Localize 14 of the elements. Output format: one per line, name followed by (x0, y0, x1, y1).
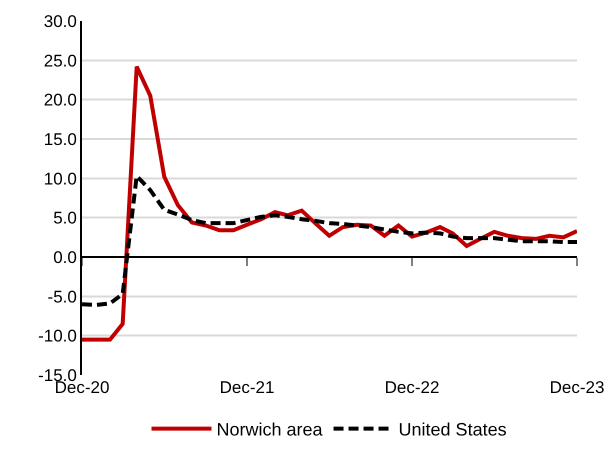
y-tick-label: 20.0 (44, 90, 77, 110)
y-tick-label: -10.0 (38, 326, 77, 346)
y-tick-label: 30.0 (44, 12, 77, 31)
y-tick-label: -5.0 (48, 287, 77, 306)
y-tick-label: 0.0 (53, 248, 77, 267)
y-tick-label: 15.0 (44, 130, 77, 149)
legend-label: Norwich area (216, 420, 324, 440)
legend-label: United States (398, 420, 507, 440)
y-tick-label: 10.0 (44, 169, 77, 188)
x-tick-label: Dec-23 (550, 378, 604, 397)
x-tick-label: Dec-21 (220, 378, 274, 397)
y-tick-label: 25.0 (44, 51, 77, 70)
x-tick-label: Dec-22 (384, 378, 440, 397)
y-tick-label: 5.0 (53, 208, 77, 228)
